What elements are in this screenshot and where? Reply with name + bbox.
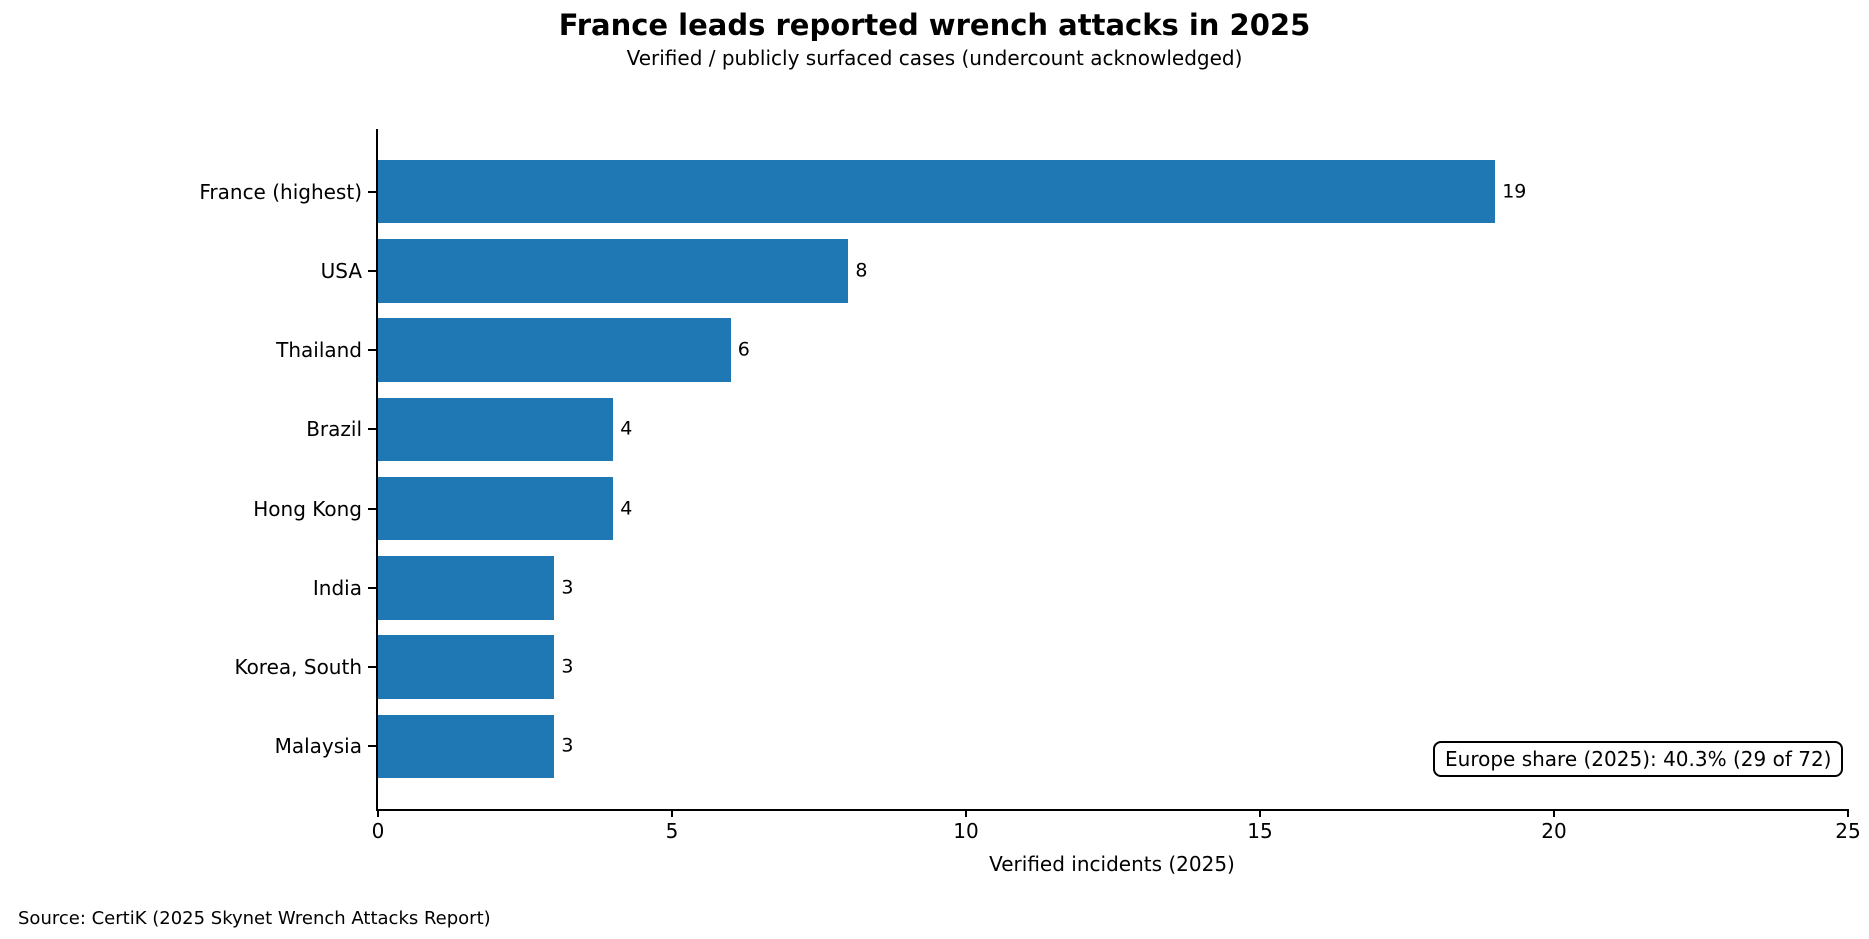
y-tick (368, 349, 376, 352)
y-axis-category-label: India (312, 575, 362, 600)
x-tick (1259, 809, 1261, 817)
y-axis-category-label: USA (320, 258, 362, 283)
x-tick (1553, 809, 1555, 817)
y-tick (368, 269, 376, 272)
bar-value-label: 4 (620, 417, 633, 440)
bar (378, 635, 555, 699)
bar (378, 556, 555, 620)
bar (378, 239, 849, 303)
source-note: Source: CertiK (2025 Skynet Wrench Attac… (18, 908, 491, 929)
chart-subtitle: Verified / publicly surfaced cases (unde… (626, 46, 1243, 70)
y-tick (368, 507, 376, 510)
x-tick (1847, 809, 1849, 817)
plot-area: 19 France (highest) 8 USA 6 Thailand 4 Brazil 4 H… (199, 129, 1861, 841)
y-axis-category-label: Korea, South (234, 655, 362, 680)
bar-value-label: 3 (561, 734, 574, 757)
y-tick (368, 666, 376, 669)
bar (378, 714, 555, 779)
bar (378, 397, 614, 462)
x-tick-label: 10 (953, 819, 979, 843)
y-tick (368, 428, 376, 431)
x-tick-label: 25 (1835, 819, 1861, 843)
bar-value-label: 3 (561, 655, 574, 678)
x-tick-label: 0 (371, 819, 385, 843)
x-tick-label: 20 (1541, 819, 1567, 843)
y-tick (368, 190, 376, 193)
x-tick (377, 809, 379, 817)
annotation-box: Europe share (2025): 40.3% (29 of 72) (1433, 741, 1844, 777)
x-tick-label: 5 (665, 819, 679, 843)
bar (378, 159, 1496, 224)
x-axis-label: Verified incidents (2025) (989, 852, 1235, 876)
bar-value-label: 8 (855, 259, 868, 282)
x-tick-label: 15 (1247, 819, 1273, 843)
bar (378, 476, 614, 541)
y-axis-category-label: Malaysia (274, 734, 362, 759)
y-axis-category-label: France (highest) (199, 179, 362, 204)
bar-value-label: 3 (561, 576, 574, 599)
y-axis-category-label: Brazil (306, 417, 362, 442)
chart-title: France leads reported wrench attacks in … (558, 8, 1311, 42)
x-tick (965, 809, 967, 817)
y-tick (368, 586, 376, 589)
y-tick (368, 745, 376, 748)
x-tick (671, 809, 673, 817)
bar-value-label: 4 (620, 497, 633, 520)
y-axis-category-label: Thailand (276, 338, 362, 363)
bar-value-label: 19 (1502, 180, 1527, 203)
y-axis-category-label: Hong Kong (253, 496, 362, 521)
bar (378, 318, 731, 382)
bar-value-label: 6 (737, 338, 750, 361)
